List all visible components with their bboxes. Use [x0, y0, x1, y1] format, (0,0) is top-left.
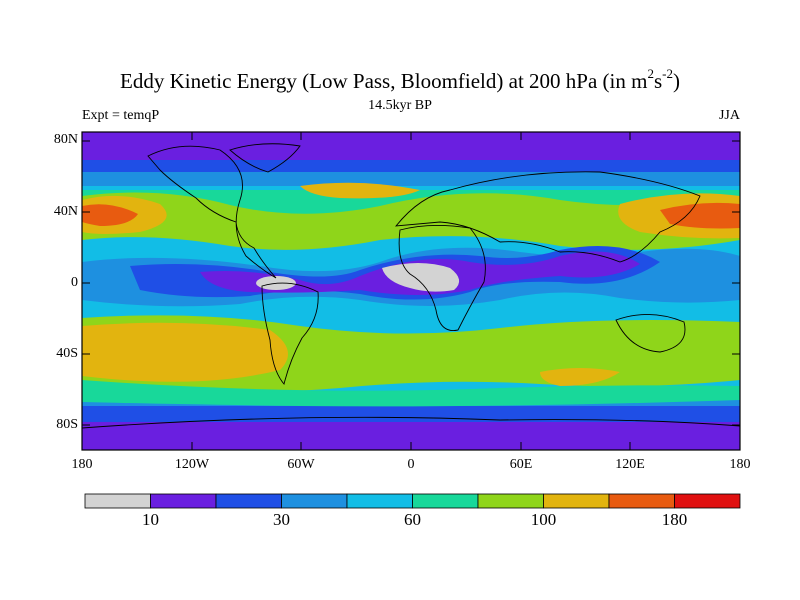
- plot-title: Eddy Kinetic Energy (Low Pass, Bloomfiel…: [0, 66, 800, 94]
- experiment-label: Expt = temqP: [82, 108, 160, 123]
- lon-tick-label: 180: [729, 457, 751, 472]
- colorbar-swatch: [281, 493, 348, 509]
- colorbar-swatch: [346, 493, 413, 509]
- lon-tick-label: 120W: [174, 457, 210, 472]
- colorbar-swatch: [412, 493, 479, 509]
- colorbar-label: 10: [142, 510, 159, 529]
- colorbar-label: 30: [273, 510, 290, 529]
- lat-tick-label: 40S: [56, 346, 78, 361]
- title-sup1: 2: [647, 66, 654, 81]
- coastlines: [82, 143, 740, 429]
- lat-tick-label: 40N: [53, 204, 78, 219]
- lat-tick-label: 0: [71, 275, 78, 290]
- colorbar-swatch: [84, 493, 151, 509]
- colorbar-label: 180: [661, 510, 688, 529]
- lon-tick-label: 120E: [615, 457, 645, 472]
- lon-tick-label: 0: [407, 457, 415, 472]
- lon-tick-label: 60E: [509, 457, 533, 472]
- colorbar-swatch: [477, 493, 544, 509]
- colorbar-swatch: [674, 493, 741, 509]
- title-tail: ): [672, 69, 680, 93]
- title-sup2: -2: [662, 66, 673, 81]
- lat-tick-label: 80N: [53, 132, 78, 147]
- eke-field: [82, 132, 740, 450]
- season-label: JJA: [718, 108, 740, 123]
- colorbar-swatch: [150, 493, 217, 509]
- lon-tick-label: 60W: [287, 457, 315, 472]
- colorbar-swatch: [215, 493, 282, 509]
- colorbar-swatch: [543, 493, 610, 509]
- title-main: Eddy Kinetic Energy (Low Pass, Bloomfiel…: [120, 69, 648, 93]
- colorbar-swatch: [608, 493, 675, 509]
- axis-ticks: [81, 132, 741, 450]
- colorbar-label: 100: [530, 510, 557, 529]
- colorbar: [84, 493, 741, 509]
- period-label: 14.5kyr BP: [368, 98, 432, 113]
- lat-tick-label: 80S: [56, 417, 78, 432]
- lon-tick-label: 180: [71, 457, 93, 472]
- colorbar-label: 60: [404, 510, 421, 529]
- title-mid: s: [653, 69, 663, 93]
